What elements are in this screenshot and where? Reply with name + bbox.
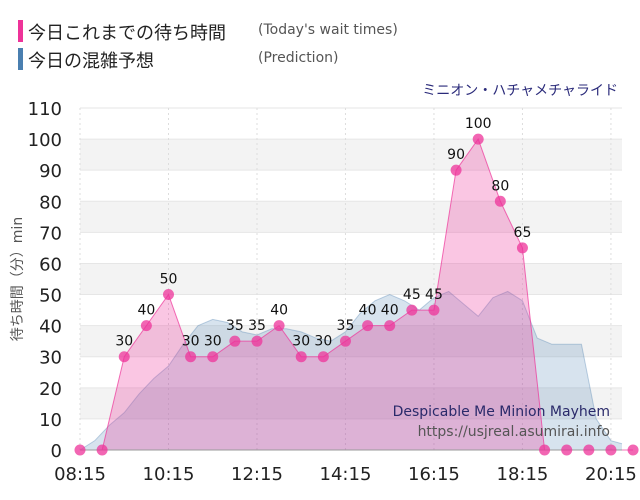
y-tick-label: 0 (51, 441, 62, 462)
y-tick-label: 10 (39, 410, 62, 431)
today-point (627, 444, 639, 456)
data-label: 35 (248, 318, 266, 334)
y-tick-label: 100 (28, 130, 62, 151)
today-point (605, 444, 617, 456)
data-label: 40 (137, 303, 155, 319)
watermark-url: https://usjreal.asumirai.info (418, 424, 610, 440)
today-point (516, 242, 528, 254)
x-tick-label: 08:15 (54, 464, 106, 485)
data-label: 100 (465, 116, 492, 132)
today-point (450, 164, 462, 176)
today-point (251, 335, 263, 347)
watermark-title: Despicable Me Minion Mayhem (393, 404, 610, 420)
y-axis-label: 待ち時間（分）min (10, 217, 26, 341)
today-point (472, 133, 484, 145)
legend-prediction-sub: (Prediction) (258, 50, 339, 66)
attraction-name: ミニオン・ハチャメチャライド (422, 83, 618, 99)
y-tick-label: 110 (28, 99, 62, 120)
y-tick-label: 30 (39, 348, 62, 369)
data-label: 40 (270, 303, 288, 319)
data-label: 65 (514, 225, 532, 241)
today-point (185, 351, 197, 363)
today-point (406, 304, 418, 316)
today-point (207, 351, 219, 363)
today-point (295, 351, 307, 363)
today-point (118, 351, 130, 363)
today-point (494, 195, 506, 207)
legend-prediction-swatch (18, 48, 23, 70)
data-label: 40 (381, 303, 399, 319)
today-point (561, 444, 573, 456)
today-point (384, 320, 396, 332)
legend-today-label: 今日これまでの待ち時間 (28, 23, 226, 44)
data-label: 90 (447, 147, 465, 163)
prediction-area (80, 291, 622, 450)
y-tick-label: 20 (39, 379, 62, 400)
grid-band (80, 139, 622, 171)
y-tick-label: 80 (39, 192, 62, 213)
today-area (80, 139, 634, 450)
data-label: 45 (403, 287, 421, 303)
x-tick-label: 18:15 (497, 464, 549, 485)
x-tick-label: 10:15 (143, 464, 195, 485)
today-point (339, 335, 351, 347)
today-point (362, 320, 374, 332)
today-point (96, 444, 108, 456)
data-label: 30 (314, 334, 332, 350)
x-tick-label: 16:15 (408, 464, 460, 485)
data-label: 50 (160, 272, 178, 288)
y-tick-label: 70 (39, 223, 62, 244)
x-tick-label: 14:15 (320, 464, 372, 485)
today-point (273, 320, 285, 332)
x-tick-label: 12:15 (231, 464, 283, 485)
data-label: 45 (425, 287, 443, 303)
y-tick-label: 40 (39, 317, 62, 338)
grid-band (80, 387, 622, 419)
today-point (229, 335, 241, 347)
data-label: 30 (292, 334, 310, 350)
data-label: 30 (204, 334, 222, 350)
data-label: 40 (359, 303, 377, 319)
today-point (428, 304, 440, 316)
data-label: 35 (226, 318, 244, 334)
y-tick-label: 60 (39, 254, 62, 275)
legend-today-sub: (Today's wait times) (258, 22, 398, 38)
today-line (80, 138, 634, 451)
data-label: 30 (115, 334, 133, 350)
today-point (539, 444, 551, 456)
legend-today-swatch (18, 20, 23, 42)
legend-prediction-label: 今日の混雑予想 (28, 51, 154, 72)
x-tick-label: 20:15 (585, 464, 637, 485)
prediction-line (79, 290, 623, 451)
grid-band (80, 201, 622, 233)
y-tick-label: 50 (39, 286, 62, 307)
data-label: 30 (182, 334, 200, 350)
data-label: 35 (337, 318, 355, 334)
today-point (317, 351, 329, 363)
today-point (140, 320, 152, 332)
y-tick-label: 90 (39, 161, 62, 182)
today-point (162, 289, 174, 301)
today-point (583, 444, 595, 456)
data-label: 80 (491, 178, 509, 194)
today-point (74, 444, 86, 456)
